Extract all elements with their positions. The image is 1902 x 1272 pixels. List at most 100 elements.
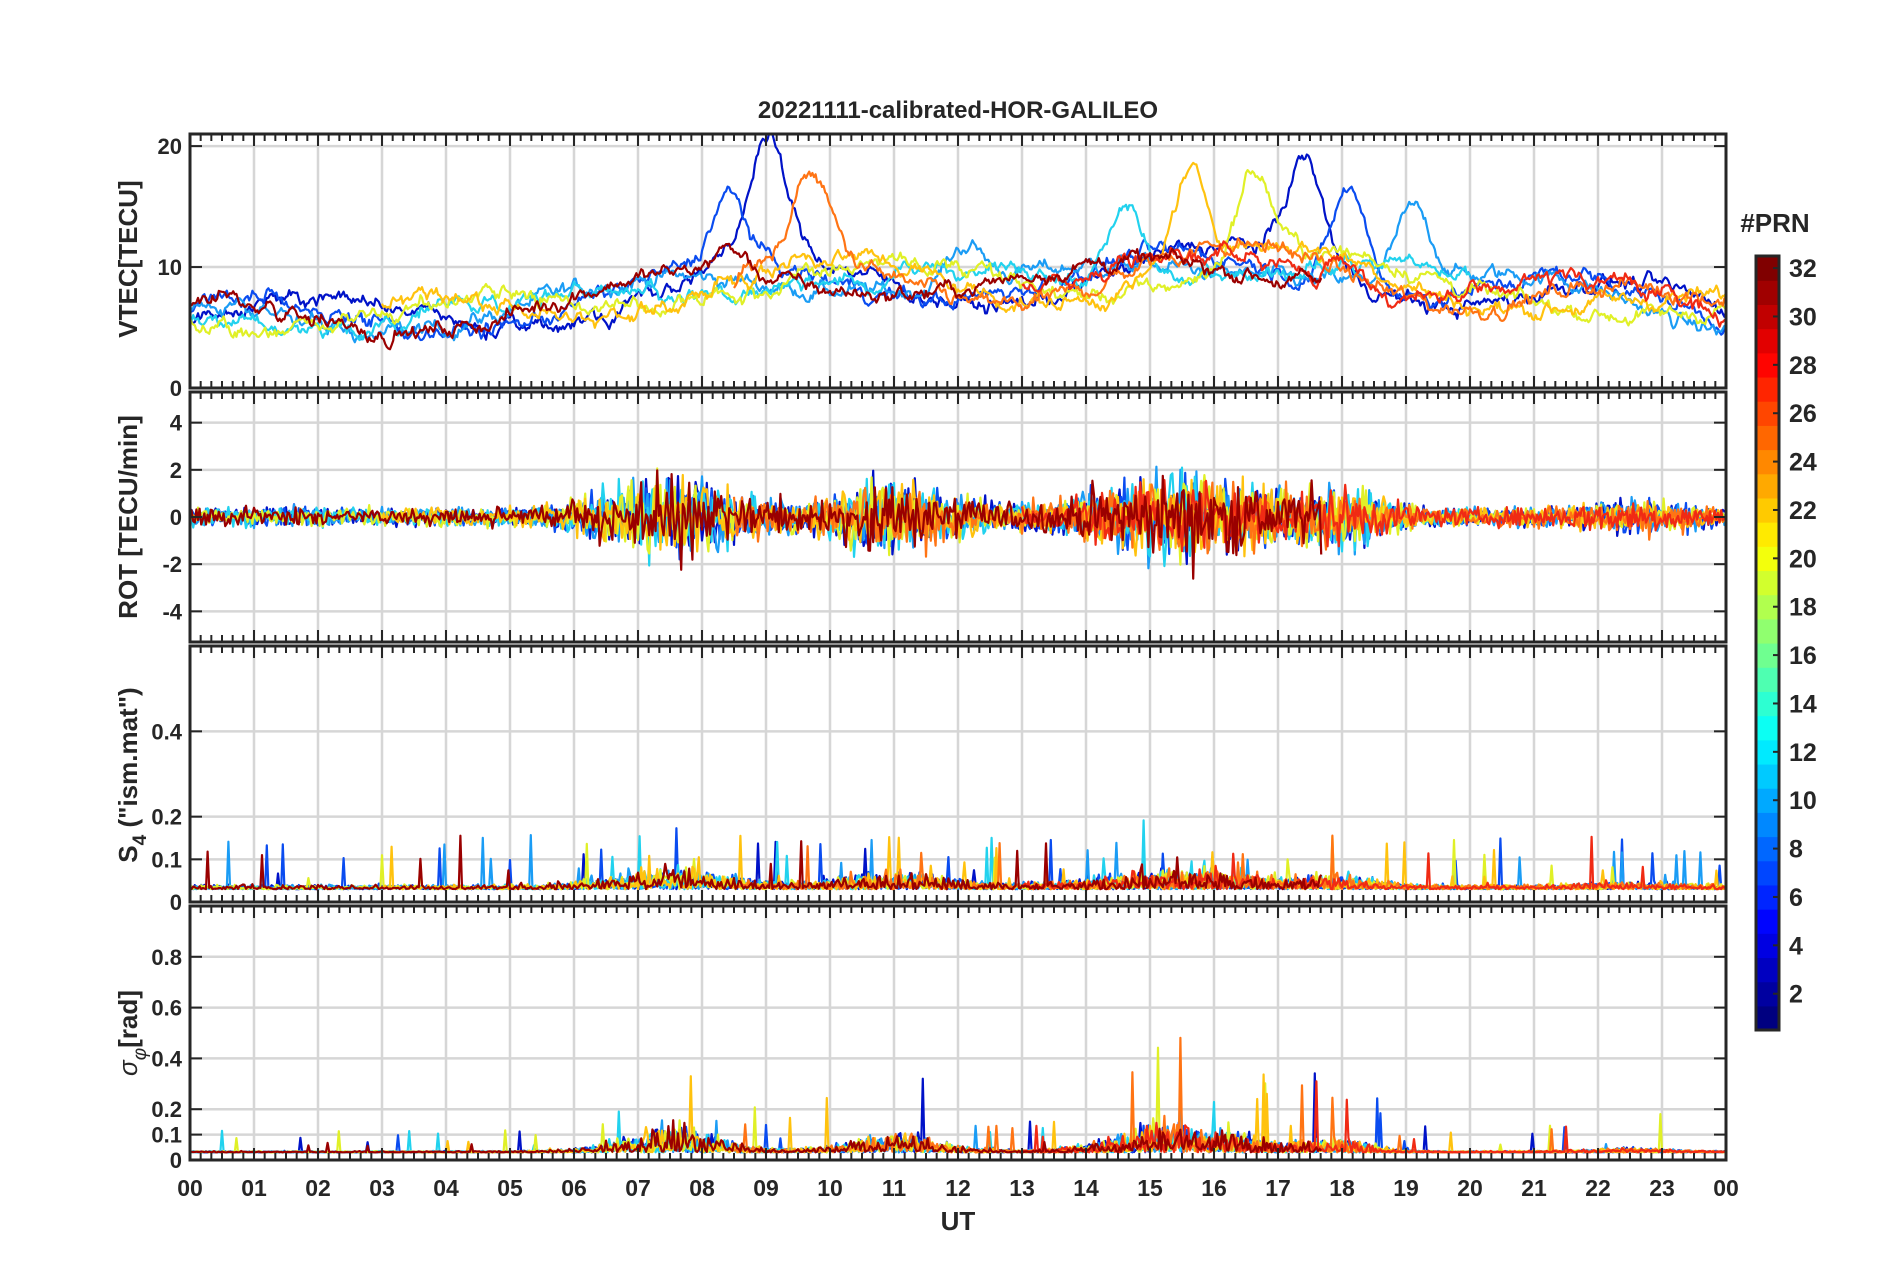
sigphi-ylabel-tail: [rad] <box>113 990 143 1048</box>
colorbar-tick-label: 8 <box>1789 836 1803 864</box>
sigphi-ytick-label: 0 <box>170 1148 182 1173</box>
x-tick-label: 15 <box>1137 1175 1163 1201</box>
vtec-panel: 0 10 20 <box>158 132 1728 401</box>
colorbar-cell <box>1756 836 1779 862</box>
vtec-ytick-label: 10 <box>158 255 182 280</box>
x-tick-label: 21 <box>1521 1175 1547 1201</box>
sigphi-ylabel-main: σ <box>113 1059 143 1076</box>
colorbar-cell <box>1756 352 1779 378</box>
colorbar-cell <box>1756 449 1779 475</box>
x-tick-label: 23 <box>1649 1175 1675 1201</box>
s4-ylabel: S4 ("ism.mat") <box>113 687 151 862</box>
colorbar-cell <box>1756 763 1779 789</box>
s4-ylabel-sub: 4 <box>130 834 151 845</box>
s4-panel: 0 0.1 0.2 0.4 <box>151 644 1728 915</box>
colorbar-cell <box>1756 473 1779 499</box>
sigphi-line-prn-31 <box>190 1119 1322 1154</box>
sigphi-ylabel-sub: φ <box>130 1048 151 1060</box>
x-tick-label: 11 <box>882 1175 907 1201</box>
colorbar-cell <box>1756 376 1779 402</box>
vtec-ylabel: VTEC[TECU] <box>113 180 143 337</box>
s4-series-group <box>190 819 1726 891</box>
colorbar-cell <box>1756 256 1779 281</box>
vtec-series-group <box>190 134 1726 351</box>
colorbar-cell <box>1756 497 1779 523</box>
sigphi-ytick-label: 0.2 <box>151 1097 182 1122</box>
rot-panel: -4 -2 0 2 4 <box>162 390 1728 644</box>
x-tick-label: 20 <box>1457 1175 1483 1201</box>
sigphi-line-prn-28 <box>1021 1080 1726 1154</box>
colorbar-cell <box>1756 643 1779 668</box>
x-tick-label: 06 <box>561 1175 587 1201</box>
sigphi-ytick-label: 0.6 <box>151 996 182 1021</box>
colorbar-cell <box>1756 812 1779 838</box>
vtec-line-prn-22 <box>381 161 1726 329</box>
x-tick-label: 14 <box>1073 1175 1099 1201</box>
colorbar-tick-label: 20 <box>1789 545 1817 573</box>
colorbar-tick-label: 24 <box>1789 449 1817 477</box>
colorbar-cell <box>1756 328 1779 354</box>
x-tick-label: 12 <box>945 1175 971 1201</box>
colorbar-cell <box>1756 667 1779 692</box>
colorbar-cell <box>1756 1005 1779 1031</box>
x-tick-labels: 00 01 02 03 04 05 06 07 08 09 10 11 12 13 14 15 16 17 18 19… <box>177 1175 1739 1201</box>
colorbar-cell <box>1756 594 1779 620</box>
colorbar-cell <box>1756 909 1779 934</box>
colorbar-cell <box>1756 425 1779 451</box>
s4-line-prn-31 <box>190 834 1323 891</box>
x-tick-label: 10 <box>817 1175 843 1201</box>
x-tick-label: 00 <box>1713 1175 1739 1201</box>
colorbar-tick-label: 2 <box>1789 981 1803 1009</box>
colorbar-tick-label: 16 <box>1789 642 1817 670</box>
x-tick-label: 22 <box>1585 1175 1611 1201</box>
sigphi-ylabel: σφ[rad] <box>113 990 151 1076</box>
colorbar-cell <box>1756 570 1779 596</box>
colorbar-title: #PRN <box>1740 208 1809 238</box>
colorbar-tick-label: 30 <box>1789 303 1817 331</box>
x-tick-label: 01 <box>241 1175 267 1201</box>
x-tick-label: 05 <box>497 1175 523 1201</box>
x-tick-label: 18 <box>1329 1175 1355 1201</box>
x-tick-label: 17 <box>1265 1175 1291 1201</box>
colorbar-tick-label: 14 <box>1789 690 1817 718</box>
colorbar-cell <box>1756 280 1779 305</box>
vtec-line-prn-31 <box>190 242 1323 351</box>
x-tick-label: 16 <box>1201 1175 1227 1201</box>
vtec-ytick-label: 0 <box>170 376 182 401</box>
rot-ytick-label: -4 <box>162 599 182 624</box>
rot-ytick-label: 2 <box>170 458 182 483</box>
s4-ytick-label: 0.1 <box>151 847 182 872</box>
colorbar-cell <box>1756 304 1779 330</box>
rot-ytick-label: -2 <box>162 552 182 577</box>
vtec-line-prn-12 <box>190 203 1471 342</box>
colorbar-cell <box>1756 401 1779 426</box>
colorbar-cell <box>1756 691 1779 717</box>
vtec-ytick-label: 20 <box>158 134 182 159</box>
colorbar-tick-label: 26 <box>1789 400 1817 428</box>
x-tick-label: 08 <box>689 1175 715 1201</box>
colorbar-tick-label: 10 <box>1789 787 1817 815</box>
rot-ytick-label: 4 <box>170 411 183 436</box>
colorbar-cell <box>1756 860 1779 886</box>
x-tick-label: 02 <box>305 1175 331 1201</box>
x-tick-label: 00 <box>177 1175 203 1201</box>
colorbar-tick-label: 32 <box>1789 255 1817 283</box>
colorbar-tick-label: 6 <box>1789 884 1803 912</box>
s4-ytick-label: 0.2 <box>151 805 182 830</box>
vtec-line-prn-19 <box>190 169 1726 339</box>
sigma-phi-panel: 00.10.2 0.4 0.6 0.8 <box>151 904 1728 1173</box>
y-axis-labels: VTEC[TECU] ROT [TECU/min] S4 ("ism.mat")… <box>113 180 151 1076</box>
colorbar-cell <box>1756 981 1779 1007</box>
rot-series-group <box>190 465 1726 580</box>
colorbar-tick-label: 12 <box>1789 739 1817 767</box>
x-tick-label: 03 <box>369 1175 395 1201</box>
rot-line-prn-28 <box>1020 479 1726 553</box>
rot-line-prn-31 <box>190 469 1323 580</box>
colorbar-tick-label: 22 <box>1789 497 1817 525</box>
s4-ylabel-tail: ("ism.mat") <box>113 687 143 834</box>
colorbar-tick-label: 18 <box>1789 594 1817 622</box>
colorbar-cell <box>1756 884 1779 910</box>
colorbar-tick-label: 4 <box>1789 932 1803 960</box>
